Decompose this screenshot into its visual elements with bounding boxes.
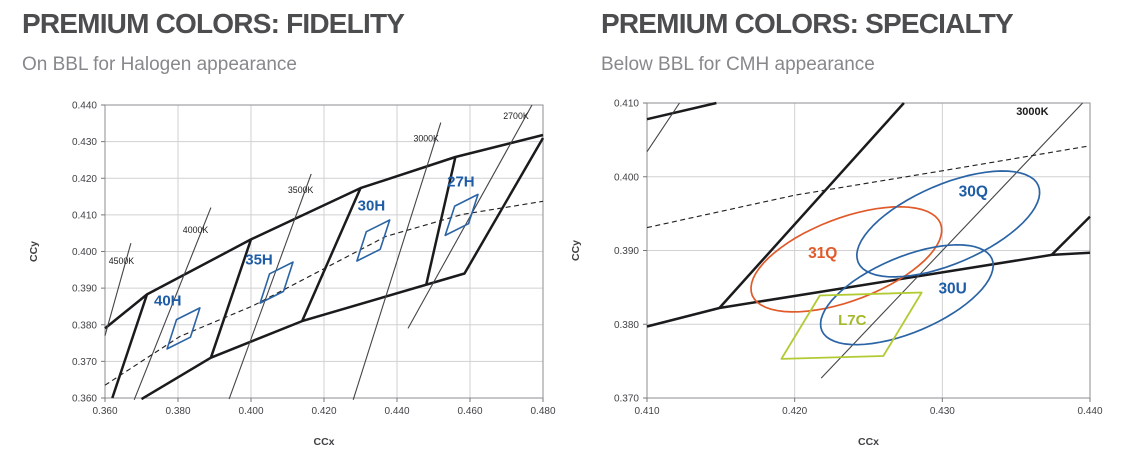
y-tick-label: 0.410 <box>72 210 97 221</box>
y-tick-label: 0.370 <box>72 357 97 368</box>
y-tick-label: 0.380 <box>72 320 97 331</box>
black-body-locus <box>646 145 1091 229</box>
ellipse-region-30Q <box>855 170 1041 278</box>
x-tick-label: 0.410 <box>634 406 659 417</box>
x-axis-title: CCx <box>313 436 334 448</box>
black-body-locus <box>104 200 544 386</box>
bin-label-27H: 27H <box>447 173 475 190</box>
bin-label-35H: 35H <box>245 251 273 268</box>
cct-label-4500K: 4500K <box>109 256 135 266</box>
ellipse-region-31Q <box>750 205 943 313</box>
y-tick-label: 0.400 <box>614 172 639 183</box>
bin-label-30H: 30H <box>358 197 386 214</box>
y-tick-label: 0.420 <box>72 174 97 185</box>
cct-label-4000K: 4000K <box>183 225 209 235</box>
specialty-chromaticity-chart: 0.410 0.420 0.430 0.440 0.370 0.380 0.390 0.400… <box>570 99 1103 449</box>
x-tick-label: 0.440 <box>384 406 409 417</box>
cct-line-3500K <box>228 173 312 400</box>
x-tick-label: 0.430 <box>930 406 955 417</box>
ellipse-region-30U <box>819 243 995 346</box>
panel-specialty: PREMIUM COLORS: SPECIALTY Below BBL for … <box>561 0 1122 469</box>
grid <box>105 105 543 398</box>
cct-line-4000K <box>133 207 212 401</box>
band-lower-boundary <box>646 251 1091 328</box>
y-tick-label: 0.400 <box>72 247 97 258</box>
fidelity-chromaticity-chart: 0.360 0.380 0.400 0.420 0.440 0.460 0.480 0.360… <box>28 101 556 449</box>
bin-region-40H <box>166 307 201 350</box>
bin-label-40H: 40H <box>154 293 182 310</box>
page-subtitle: On BBL for Halogen appearance <box>22 54 297 75</box>
x-tick-label: 0.480 <box>530 406 555 417</box>
x-tick-label: 0.360 <box>92 406 117 417</box>
axes: 0.410 0.420 0.430 0.440 0.370 0.380 0.390 0.400… <box>570 99 1103 449</box>
x-tick-label: 0.420 <box>782 406 807 417</box>
page-subtitle: Below BBL for CMH appearance <box>601 54 875 75</box>
x-tick-label: 0.380 <box>165 406 190 417</box>
bin-region-35H <box>259 261 294 304</box>
bin-divider-2 <box>209 238 253 359</box>
cct-line-unlabeled <box>646 102 680 153</box>
y-tick-label: 0.390 <box>72 284 97 295</box>
bin-region-30H <box>356 219 391 262</box>
cct-line-3000K <box>820 102 1083 379</box>
grid <box>647 103 1090 398</box>
cct-label-2700K: 2700K <box>503 111 529 121</box>
page-title: PREMIUM COLORS: SPECIALTY <box>601 8 1014 39</box>
ellipse-label-30Q: 30Q <box>959 184 988 201</box>
cct-label-3500K: 3500K <box>288 185 314 195</box>
axes: 0.360 0.380 0.400 0.420 0.440 0.460 0.480 0.360… <box>28 101 556 449</box>
page-title: PREMIUM COLORS: FIDELITY <box>22 8 405 39</box>
cct-label-3000K: 3000K <box>413 134 439 144</box>
x-axis-title: CCx <box>858 436 879 448</box>
bin-divider-right <box>1050 215 1091 256</box>
cct-label-3000K: 3000K <box>1016 106 1048 118</box>
y-tick-label: 0.430 <box>72 137 97 148</box>
y-axis-title: CCy <box>28 241 40 262</box>
y-tick-label: 0.440 <box>72 101 97 112</box>
y-axis-title: CCy <box>570 240 582 261</box>
y-tick-label: 0.410 <box>614 99 639 110</box>
bin-region-27H <box>444 193 479 237</box>
y-tick-label: 0.390 <box>614 246 639 257</box>
panel-fidelity: PREMIUM COLORS: FIDELITY On BBL for Halo… <box>22 8 556 449</box>
cct-line-3000K <box>352 122 442 400</box>
cct-line-4500K <box>104 242 132 336</box>
ellipse-label-31Q: 31Q <box>808 245 837 262</box>
y-tick-label: 0.370 <box>614 394 639 405</box>
y-tick-label: 0.360 <box>72 394 97 405</box>
x-tick-label: 0.400 <box>238 406 263 417</box>
ellipse-label-30U: 30U <box>938 280 966 297</box>
band-upper-boundary <box>104 133 544 330</box>
band-upper-boundary <box>646 101 717 121</box>
bin-divider-1 <box>111 294 149 399</box>
polygon-region-L7C <box>780 291 923 360</box>
x-tick-label: 0.460 <box>457 406 482 417</box>
bin-divider-3 <box>300 187 362 322</box>
polygon-label-L7C: L7C <box>838 312 867 329</box>
band-lower-boundary <box>140 137 545 401</box>
bin-divider <box>718 102 905 309</box>
y-tick-label: 0.380 <box>614 320 639 331</box>
x-tick-label: 0.440 <box>1077 406 1102 417</box>
x-tick-label: 0.420 <box>311 406 336 417</box>
